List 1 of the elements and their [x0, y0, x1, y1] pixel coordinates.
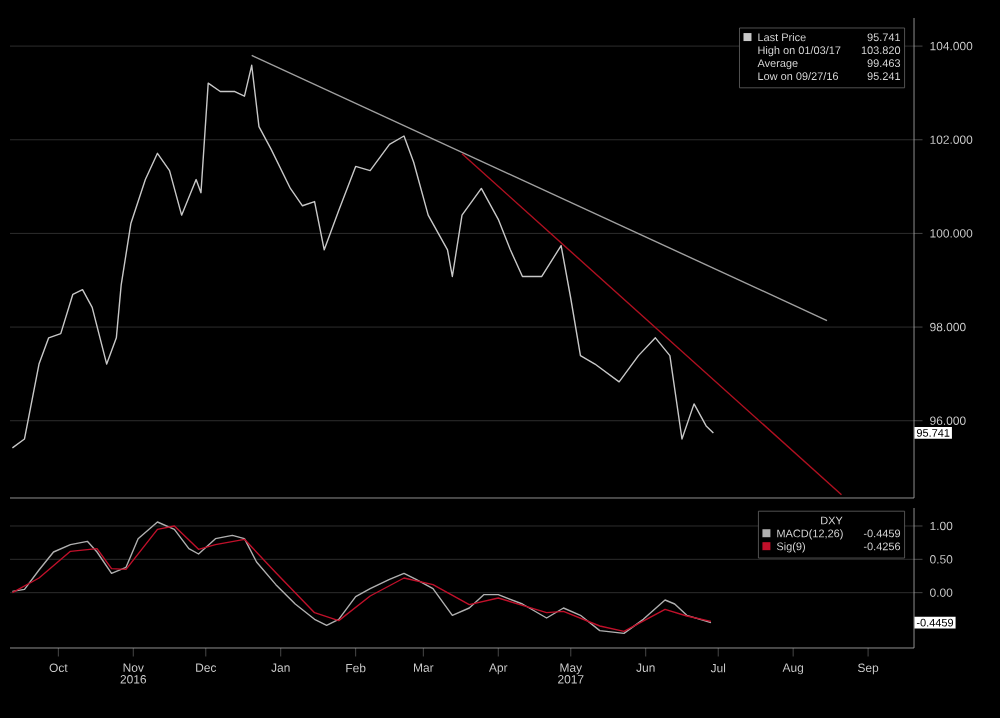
line-series	[11, 64, 715, 449]
